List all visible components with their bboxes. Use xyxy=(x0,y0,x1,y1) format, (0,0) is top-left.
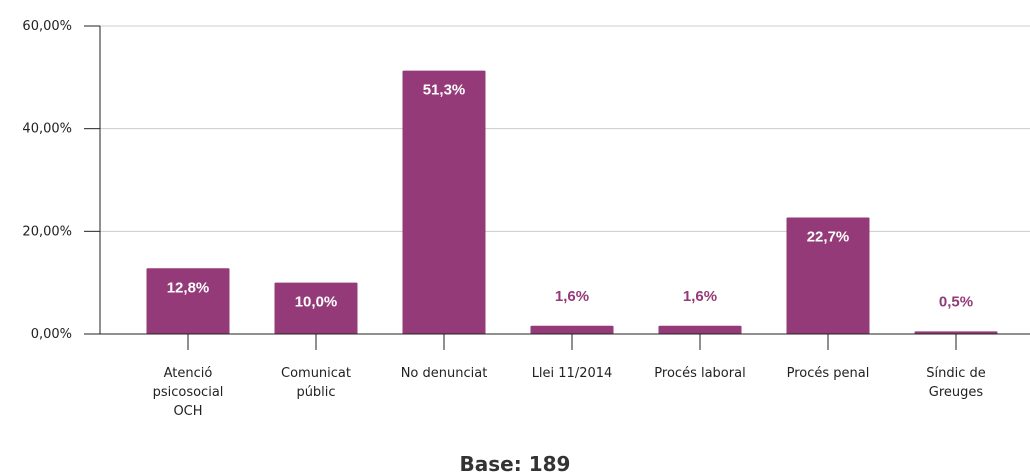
y-tick-label: 0,00% xyxy=(31,327,72,342)
bar xyxy=(530,325,614,334)
bar xyxy=(402,70,486,334)
bar-data-label: 12,8% xyxy=(167,279,210,296)
x-category-label: Síndic de Greuges xyxy=(926,366,986,400)
x-category-label-line: Procés laboral xyxy=(654,366,745,381)
x-category-label: Comunicat públic xyxy=(281,366,351,400)
bar xyxy=(274,282,358,334)
x-category-label: Llei 11/2014 xyxy=(532,366,613,381)
x-category-label: Atenció psicosocial OCH xyxy=(153,366,224,419)
bar xyxy=(786,217,870,334)
bar-chart: 0,00% 20,00% 40,00% 60,00% 12,8% 10,0% 51,3% 1,… xyxy=(22,19,1030,419)
y-tick-label: 60,00% xyxy=(22,19,72,34)
x-category-label: No denunciat xyxy=(401,366,488,381)
bar-data-label: 0,5% xyxy=(939,293,973,310)
bar-data-label: 22,7% xyxy=(807,228,850,245)
x-category-label-line: públic xyxy=(296,385,335,400)
bar xyxy=(658,325,742,334)
x-category-label-line: OCH xyxy=(173,404,202,419)
x-category-label-line: psicosocial xyxy=(153,385,224,400)
bar-data-label: 10,0% xyxy=(295,294,338,311)
bar xyxy=(146,268,230,334)
bar xyxy=(914,331,998,334)
x-category-label: Procés laboral xyxy=(654,366,745,381)
x-category-label-line: Procés penal xyxy=(787,366,870,381)
x-category-label-line: Comunicat xyxy=(281,366,351,381)
base-label: Base: 189 xyxy=(459,452,571,476)
x-category-label-line: Síndic de xyxy=(926,366,986,381)
x-category-label-line: Greuges xyxy=(929,385,984,400)
y-tick-label: 40,00% xyxy=(22,122,72,137)
y-tick-label: 20,00% xyxy=(22,224,72,239)
bar-data-label: 1,6% xyxy=(555,288,589,305)
bar-data-label: 51,3% xyxy=(423,82,466,99)
bar-data-label: 1,6% xyxy=(683,288,717,305)
x-category-label: Procés penal xyxy=(787,366,870,381)
x-category-label-line: Llei 11/2014 xyxy=(532,366,613,381)
x-category-label-line: Atenció xyxy=(164,366,213,381)
x-category-label-line: No denunciat xyxy=(401,366,488,381)
